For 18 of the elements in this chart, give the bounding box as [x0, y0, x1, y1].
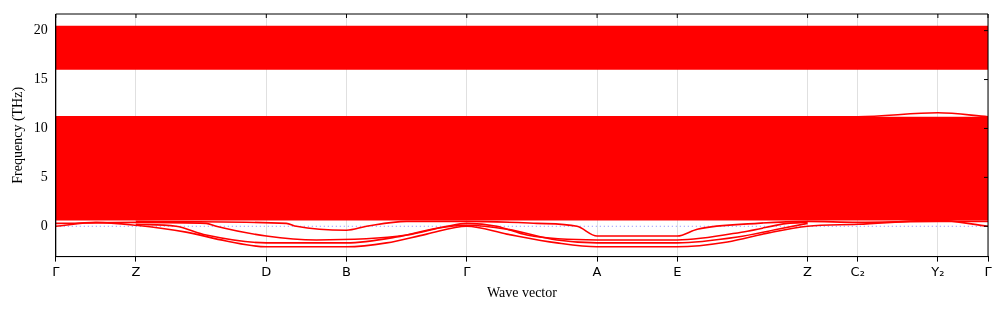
x-tick-label: Z	[803, 263, 813, 279]
y-tick-label: 0	[40, 217, 48, 233]
x-tick-label: B	[342, 263, 351, 279]
x-tick-label: Γ	[52, 263, 61, 279]
x-tick-label: Γ	[463, 263, 472, 279]
x-tick-label: E	[673, 263, 682, 279]
y-tick-label: 20	[33, 22, 48, 38]
x-tick-label: Y₂	[930, 263, 945, 279]
y-axis-title: Frequency (THz)	[10, 86, 27, 184]
x-axis-title: Wave vector	[486, 285, 558, 301]
x-tick-label: Γ	[984, 263, 993, 279]
y-tick-label: 5	[40, 169, 48, 185]
x-tick-label: Z	[131, 263, 141, 279]
y-tick-label: 15	[33, 71, 48, 87]
x-tick-label: D	[261, 263, 272, 279]
x-tick-label: A	[592, 263, 602, 279]
y-tick-label: 10	[33, 120, 48, 136]
x-tick-label: C₂	[850, 263, 865, 279]
